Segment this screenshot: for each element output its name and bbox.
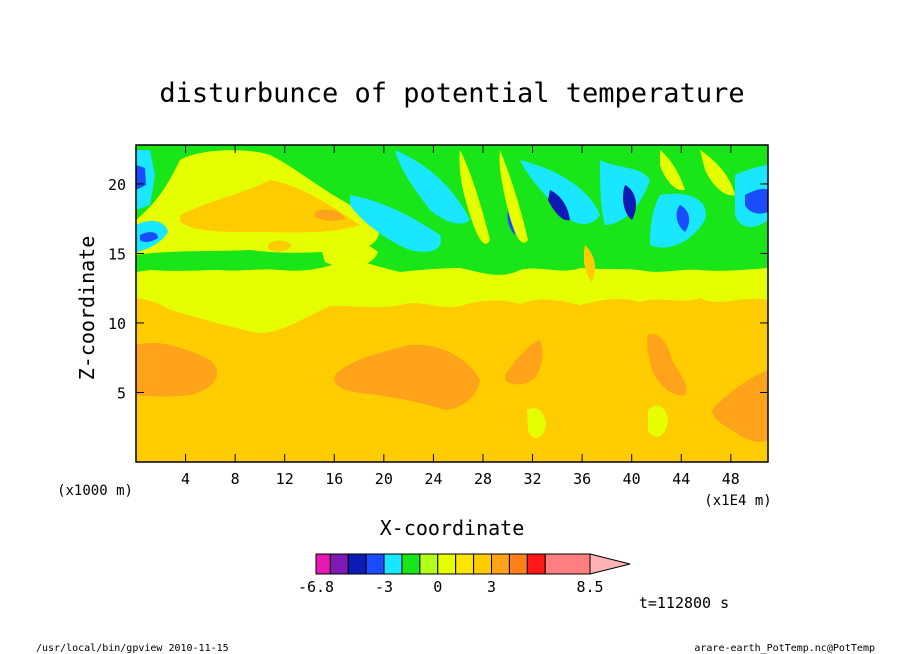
x-axis-ticks: 4 8 12 16 20 24 28 32 36 40 44 48: [181, 145, 740, 488]
y-tick-label: 15: [108, 245, 126, 263]
field-blue-right: [676, 205, 690, 232]
time-label: t=112800 s: [639, 594, 729, 612]
field-yellow-streak-2: [499, 150, 528, 243]
colorbar-swatch: [383, 553, 403, 575]
field-cyan-wave-1: [350, 195, 441, 252]
x-axis-label: X-coordinate: [380, 516, 525, 540]
x-tick-label: 8: [231, 470, 240, 488]
colorbar-swatch: [437, 553, 457, 575]
colorbar: -6.8 -3 0 3 8.5: [298, 553, 631, 596]
x-tick-label: 32: [524, 470, 542, 488]
colorbar-swatch: [455, 553, 475, 575]
x-tick-label: 20: [375, 470, 393, 488]
x-axis-unit: (x1E4 m): [704, 493, 771, 509]
field-yellow-streak-4: [700, 150, 735, 196]
field-dark-orange-5: [712, 370, 768, 443]
plot-frame: [135, 144, 769, 463]
y-axis-label: Z-coordinate: [75, 236, 99, 381]
footer-left: /usr/local/bin/gpview 2010-11-15: [36, 643, 229, 654]
x-tick-label: 24: [424, 470, 442, 488]
field-yellow-cell-1: [527, 408, 546, 438]
contour-field: [136, 145, 768, 462]
x-tick-label: 4: [181, 470, 190, 488]
x-tick-label: 36: [573, 470, 591, 488]
field-dark-orange-1: [136, 342, 218, 397]
field-blue-far-right: [745, 188, 768, 214]
x-tick-label: 40: [623, 470, 641, 488]
colorbar-swatch: [347, 553, 367, 575]
chart-title: disturbunce of potential temperature: [159, 78, 744, 109]
field-navy-center-2: [622, 185, 636, 220]
x-tick-label: 48: [722, 470, 740, 488]
colorbar-tick-label: 3: [487, 578, 496, 596]
colorbar-swatch: [315, 553, 331, 575]
colorbar-tick-label: 8.5: [576, 578, 603, 596]
field-dark-orange-2: [334, 344, 480, 410]
colorbar-tick-label: -6.8: [298, 578, 334, 596]
x-tick-label: 16: [325, 470, 343, 488]
colorbar-swatch: [526, 553, 546, 575]
y-tick-label: 5: [117, 384, 126, 402]
field-dark-orange-4: [647, 334, 687, 396]
field-yellow-streak-1: [459, 150, 490, 244]
colorbar-swatch: [544, 553, 591, 575]
colorbar-swatch: [329, 553, 349, 575]
colorbar-swatch: [419, 553, 439, 575]
field-cyan-center: [520, 160, 600, 225]
field-small-orange: [268, 240, 292, 252]
y-tick-label: 10: [108, 315, 126, 333]
colorbar-tick-label: -3: [375, 578, 393, 596]
colorbar-swatch: [365, 553, 385, 575]
field-navy-center: [548, 190, 570, 221]
field-dark-orange-3: [505, 340, 543, 385]
x-tick-label: 28: [474, 470, 492, 488]
field-yellow-streak-3: [660, 150, 685, 191]
field-orange-streak: [583, 245, 596, 282]
y-tick-label: 20: [108, 176, 126, 194]
field-cyan-wave-2: [395, 150, 470, 224]
colorbar-swatch: [401, 553, 421, 575]
colorbar-swatch: [473, 553, 493, 575]
colorbar-swatch: [508, 553, 528, 575]
y-axis-unit: (x1000 m): [57, 483, 133, 499]
x-tick-label: 44: [672, 470, 690, 488]
y-axis-ticks: 5 10 15 20: [108, 176, 768, 402]
field-yellow-cell-2: [648, 405, 668, 437]
field-dark-orange-spot: [315, 209, 345, 221]
colorbar-swatch: [491, 553, 510, 575]
colorbar-extend-arrow: [589, 553, 631, 575]
x-tick-label: 12: [276, 470, 294, 488]
field-orange-lobe: [180, 180, 360, 233]
footer-right: arare-earth_PotTemp.nc@PotTemp: [694, 643, 875, 654]
colorbar-tick-label: 0: [433, 578, 442, 596]
field-blue-left-2: [140, 232, 158, 243]
field-yellow-patch: [320, 240, 378, 268]
